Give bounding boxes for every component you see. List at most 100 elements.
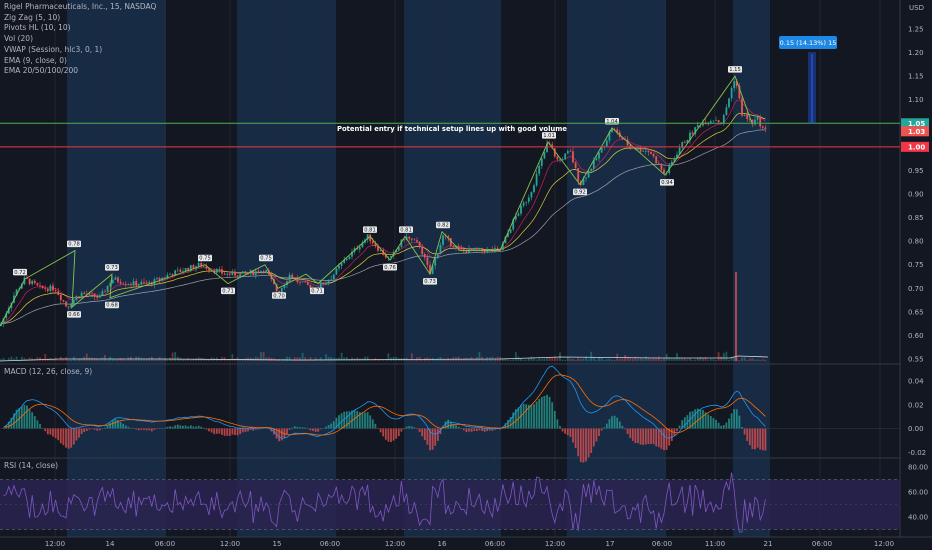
macd-tick-1: 0.02 xyxy=(908,401,924,409)
macd-hist-bar xyxy=(683,417,686,429)
volume-bar xyxy=(5,359,8,361)
volume-bar xyxy=(444,359,447,361)
volume-bar xyxy=(574,359,577,361)
pivot-label-17: 1.04 xyxy=(605,118,619,125)
candle-body xyxy=(629,145,632,148)
price-label-0: 1.05 xyxy=(908,120,925,128)
macd-hist-bar xyxy=(325,426,327,429)
indicator-volume[interactable]: Vol (20) xyxy=(4,34,34,44)
volume-bar xyxy=(392,356,395,361)
candle-body xyxy=(221,269,223,274)
time-axis[interactable]: 12:00 14 06:00 12:00 15 06:00 12:00 16 06:00 12:0… xyxy=(45,540,894,548)
candle-body xyxy=(400,239,403,248)
volume-bar xyxy=(605,359,608,361)
macd-hist-bar xyxy=(384,428,387,440)
candle-body xyxy=(91,293,93,294)
price-axis[interactable]: 1.25 1.20 1.15 1.10 1.05 1.00 0.95 0.90 0.85 0.80… xyxy=(901,26,929,522)
price-tick-14: 0.55 xyxy=(908,356,924,364)
candle-body xyxy=(496,248,499,249)
macd-hist-bar xyxy=(241,428,244,433)
candle-body xyxy=(751,119,754,125)
candle-body xyxy=(582,178,585,185)
annotation-text[interactable]: Potential entry if technical setup lines… xyxy=(337,125,567,133)
candle-body xyxy=(436,253,439,259)
indicator-ema9[interactable]: EMA (9, close, 0) xyxy=(4,55,67,65)
horizontal-lines[interactable] xyxy=(0,122,900,148)
macd-hist-bar xyxy=(577,428,580,457)
macd-hist-bar xyxy=(322,428,325,429)
volume-bar xyxy=(626,356,629,361)
macd-hist-bar xyxy=(751,428,754,450)
macd-hist-bar xyxy=(678,425,681,429)
volume-bar xyxy=(676,352,678,361)
volume-bar xyxy=(241,359,244,361)
volume-bar xyxy=(512,359,515,361)
candle-body xyxy=(309,284,312,289)
macd-hist-bar xyxy=(119,421,122,429)
pivot-text: 0.92 xyxy=(574,190,586,196)
macd-hist-bar xyxy=(452,424,455,429)
candle-body xyxy=(114,277,117,280)
macd-hist-bar xyxy=(735,409,738,429)
candle-body xyxy=(132,281,135,286)
rsi-pane xyxy=(3,472,766,533)
macd-hist-bar xyxy=(605,423,608,429)
volume-bar xyxy=(520,358,522,361)
candle-body xyxy=(202,266,205,267)
candle-body xyxy=(65,301,67,307)
volume-bar xyxy=(621,358,624,361)
macd-tick-3: -0.02 xyxy=(908,449,926,457)
price-tick-12: 0.65 xyxy=(908,308,924,316)
zigzag-path xyxy=(0,75,753,327)
candle-body xyxy=(36,283,39,286)
volume-bar xyxy=(143,358,145,361)
macd-hist-bar xyxy=(377,428,379,429)
candle-body xyxy=(754,119,756,125)
measure-tool[interactable]: 0.15 (14.13%) 15 xyxy=(779,36,837,124)
indicator-zigzag[interactable]: Zig Zag (5, 10) xyxy=(4,12,61,22)
pivot-box xyxy=(423,278,437,285)
candle-body xyxy=(637,147,639,150)
volume-bar xyxy=(748,358,751,361)
macd-hist-bar xyxy=(205,428,208,430)
macd-hist-bar xyxy=(400,428,403,432)
volume-bar xyxy=(330,357,333,361)
macd-hist-bar xyxy=(202,427,205,429)
macd-hist-bar xyxy=(163,427,166,429)
volume-bar xyxy=(371,359,374,361)
macd-hist-bar xyxy=(608,419,611,429)
macd-hist-bar xyxy=(15,409,18,429)
macd-hist-bar xyxy=(676,428,678,432)
volume-bar xyxy=(327,356,330,361)
volume-bar xyxy=(104,354,106,361)
macd-hist-bar xyxy=(720,425,723,429)
volume-bar xyxy=(161,359,164,361)
rsi-title[interactable]: RSI (14, close) xyxy=(4,461,59,470)
macd-title[interactable]: MACD (12, 26, close, 9) xyxy=(4,367,93,376)
macd-hist-bar xyxy=(62,428,65,446)
macd-hist-bar xyxy=(156,428,158,429)
volume-bar xyxy=(712,359,715,361)
macd-hist-bar xyxy=(475,428,478,432)
macd-hist-bar xyxy=(520,404,522,429)
volume-bar xyxy=(114,359,117,361)
volume-bar xyxy=(111,358,114,361)
indicator-pivots[interactable]: Pivots HL (10, 10) xyxy=(4,23,71,33)
macd-hist-bar xyxy=(7,421,10,429)
candle-body xyxy=(504,236,507,244)
macd-hist-bar xyxy=(694,409,697,429)
macd-hist-bar xyxy=(179,425,182,429)
indicator-ema-ribbon[interactable]: EMA 20/50/100/200 xyxy=(4,66,79,76)
indicator-vwap[interactable]: VWAP (Session, hlc3, 0, 1) xyxy=(4,44,103,54)
time-tick-11: 06:00 xyxy=(652,540,672,548)
macd-hist-bar xyxy=(267,428,270,430)
candle-body xyxy=(416,240,418,242)
volume-bar xyxy=(525,359,528,361)
candle-body xyxy=(676,154,678,159)
candle-body xyxy=(371,241,374,244)
volume-bar xyxy=(738,359,741,361)
candle-body xyxy=(205,266,208,269)
candle-body xyxy=(335,268,338,275)
symbol-title[interactable]: Rigel Pharmaceuticals, Inc., 15, NASDAQ xyxy=(4,2,157,11)
